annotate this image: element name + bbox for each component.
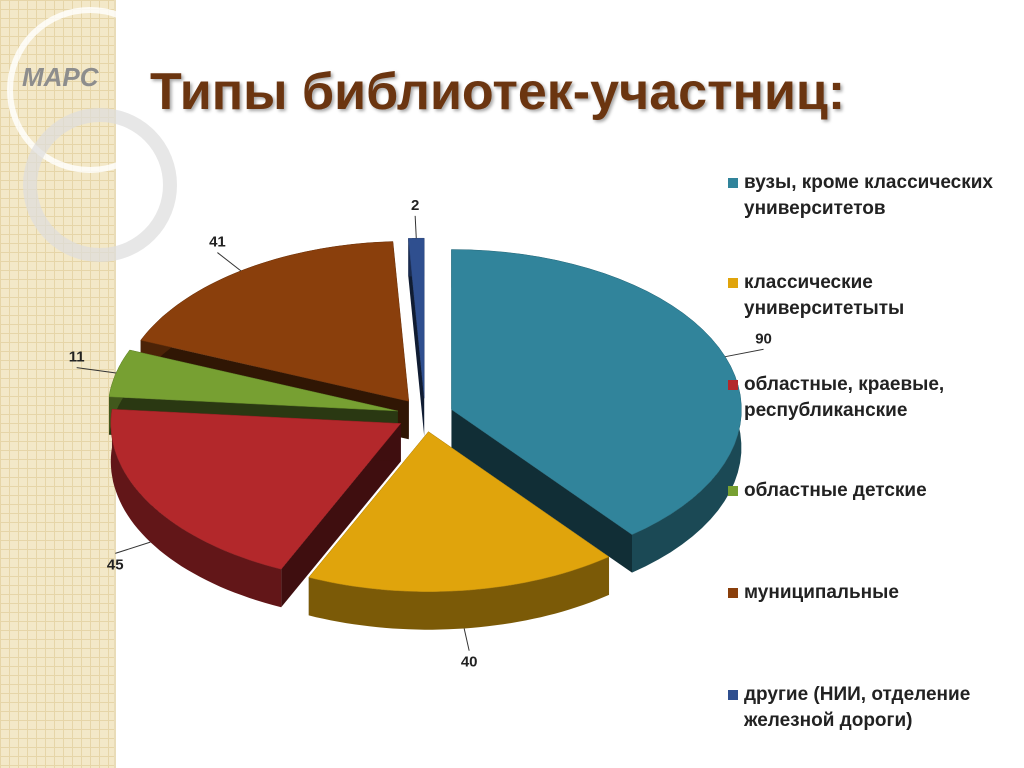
- data-label: 11: [69, 349, 85, 366]
- legend-swatch: [728, 690, 738, 700]
- data-label: 2: [411, 197, 419, 214]
- logo: МАРС: [22, 62, 99, 92]
- legend-swatch: [728, 278, 738, 288]
- slice-side: [110, 409, 282, 608]
- leader-line: [217, 252, 242, 272]
- legend-item: областные детские: [728, 478, 1024, 504]
- slice: [110, 408, 402, 608]
- leader-line: [414, 215, 417, 239]
- data-label: 40: [461, 654, 478, 671]
- legend-label: областные, краевые, республиканские: [744, 374, 945, 421]
- leader-line: [115, 541, 151, 554]
- slice-side: [281, 423, 401, 608]
- legend-swatch: [728, 178, 738, 188]
- slice-side: [408, 238, 425, 437]
- leader-line: [76, 367, 117, 374]
- chart-title: Типы библиотек-участниц:: [150, 63, 846, 121]
- legend-label: муниципальные: [744, 582, 899, 603]
- slice: [408, 237, 425, 437]
- leader-line: [463, 628, 470, 651]
- slice: [451, 249, 742, 573]
- data-label: 41: [209, 234, 226, 251]
- leader-line: [725, 348, 764, 358]
- legend-swatch: [728, 486, 738, 496]
- slice: [110, 408, 402, 570]
- logo-ring: [23, 108, 177, 262]
- legend-label: областные детские: [744, 480, 927, 501]
- logo-ring: [7, 7, 173, 173]
- legend-swatch: [728, 588, 738, 598]
- legend-swatch: [728, 380, 738, 390]
- slice-side: [308, 556, 609, 630]
- data-label: 90: [755, 330, 772, 347]
- legend-label: классические университетыты: [744, 272, 905, 319]
- legend-label: вузы, кроме классических университетов: [744, 172, 993, 219]
- legend-item: другие (НИИ, отделение железной дороги): [728, 682, 1024, 734]
- slice: [308, 431, 610, 592]
- slice-side: [451, 409, 633, 573]
- legend-item: областные, краевые, республиканские: [728, 372, 1024, 424]
- legend-item: вузы, кроме классических университетов: [728, 170, 1024, 222]
- slice: [451, 249, 742, 535]
- legend-item: муниципальные: [728, 580, 1024, 606]
- data-label: 45: [107, 556, 124, 573]
- legend-item: классические университетыты: [728, 270, 1024, 322]
- slice: [308, 431, 610, 630]
- legend-label: другие (НИИ, отделение железной дороги): [744, 684, 971, 731]
- slice: [408, 237, 425, 399]
